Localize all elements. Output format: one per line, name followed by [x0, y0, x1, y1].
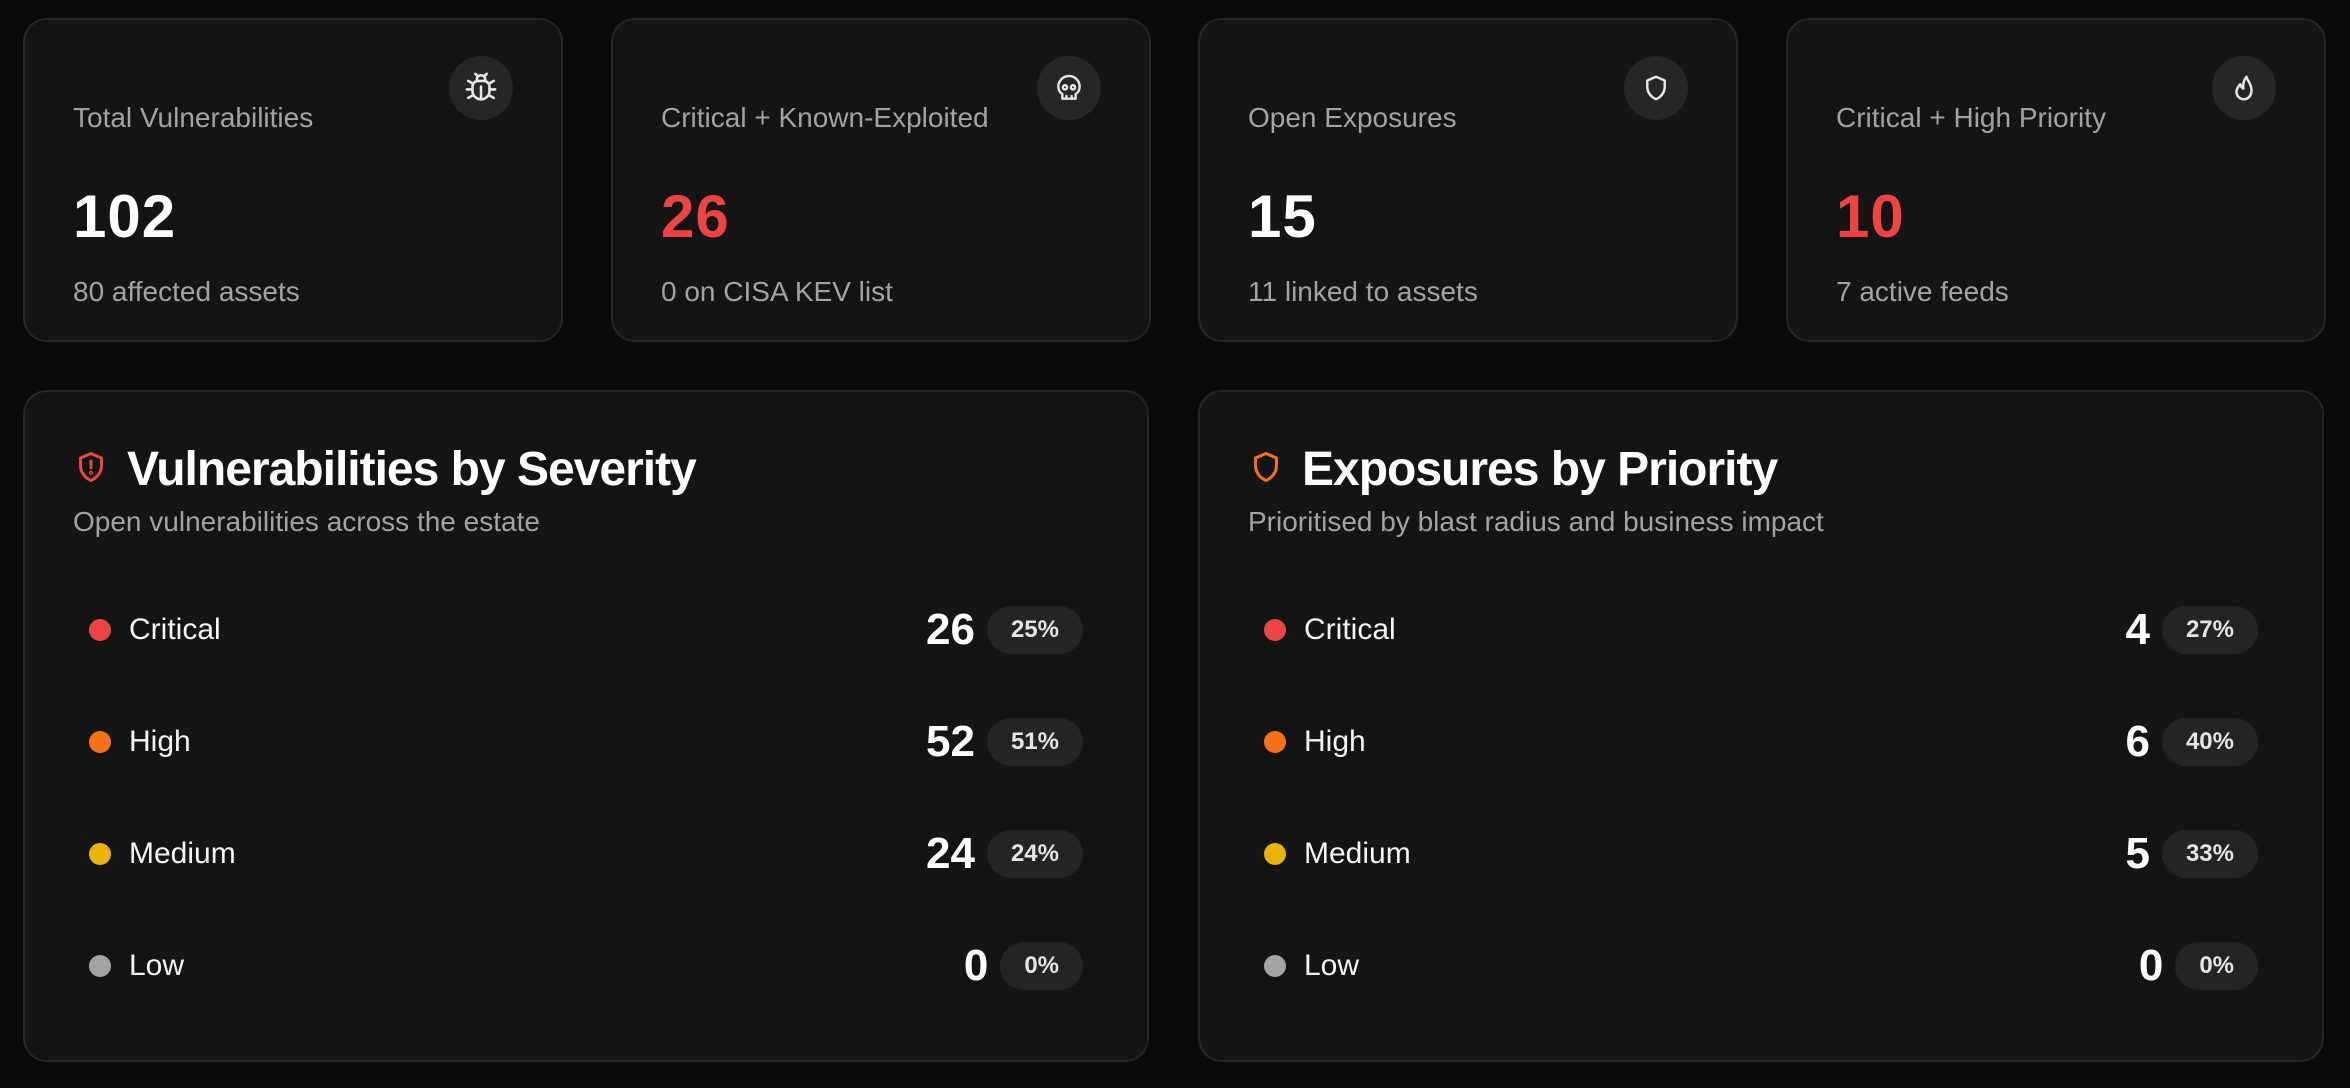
stat-subtext: 11 linked to assets — [1248, 276, 1478, 307]
severity-dot-critical — [89, 619, 111, 641]
stat-label: Critical + High Priority — [1836, 102, 2106, 133]
stat-label: Open Exposures — [1248, 102, 1457, 133]
panel-header: Vulnerabilities by Severity — [73, 442, 697, 497]
panel-subtitle: Open vulnerabilities across the estate — [73, 506, 540, 537]
priority-label: High — [1304, 725, 1366, 758]
stat-subtext: 7 active feeds — [1836, 276, 2009, 307]
severity-dot-high — [89, 731, 111, 753]
priority-row-critical[interactable]: Critical 4 27% — [1264, 574, 2258, 686]
severity-label: Low — [129, 949, 185, 982]
severity-list: Critical 26 25% High 52 51% Medium 24 — [89, 574, 1083, 1022]
priority-list: Critical 4 27% High 6 40% Medium 5 — [1264, 574, 2258, 1022]
priority-dot-medium — [1264, 843, 1286, 865]
severity-label: Critical — [129, 613, 221, 646]
priority-dot-low — [1264, 955, 1286, 977]
priority-label: Medium — [1304, 837, 1411, 870]
severity-percent-badge: 0% — [1000, 942, 1083, 990]
severity-row-critical[interactable]: Critical 26 25% — [89, 574, 1083, 686]
stat-card-total-vulnerabilities[interactable]: Total Vulnerabilities 102 80 affected as… — [23, 18, 563, 342]
priority-percent-badge: 40% — [2161, 718, 2258, 766]
priority-percent-badge: 27% — [2161, 606, 2258, 654]
severity-percent-badge: 51% — [986, 718, 1083, 766]
stat-card-open-exposures[interactable]: Open Exposures 15 11 linked to assets — [1198, 18, 1738, 342]
panel-title: Exposures by Priority — [1302, 443, 1778, 496]
panel-header: Exposures by Priority — [1248, 442, 1778, 497]
stat-subtext: 0 on CISA KEV list — [661, 276, 893, 307]
severity-row-medium[interactable]: Medium 24 24% — [89, 798, 1083, 910]
severity-label: High — [129, 725, 191, 758]
panel-subtitle: Prioritised by blast radius and business… — [1248, 506, 1824, 537]
stat-card-critical-high-priority[interactable]: Critical + High Priority 10 7 active fee… — [1786, 18, 2326, 342]
stat-value: 26 — [661, 183, 730, 250]
shield-icon — [1248, 447, 1284, 492]
severity-count: 52 — [926, 717, 975, 766]
priority-label: Critical — [1304, 613, 1396, 646]
priority-count: 0 — [2138, 941, 2164, 990]
stat-value: 102 — [73, 183, 177, 250]
priority-row-low[interactable]: Low 0 0% — [1264, 910, 2258, 1022]
shield-alert-icon — [73, 447, 109, 492]
severity-count: 26 — [926, 605, 975, 654]
skull-icon — [1037, 56, 1101, 120]
priority-dot-high — [1264, 731, 1286, 753]
stat-subtext: 80 affected assets — [73, 276, 300, 307]
stat-label: Critical + Known-Exploited — [661, 102, 989, 133]
stat-value: 15 — [1248, 183, 1317, 250]
severity-count: 0 — [963, 941, 989, 990]
priority-percent-badge: 33% — [2161, 830, 2258, 878]
priority-count: 5 — [2125, 829, 2150, 878]
priority-count: 4 — [2125, 605, 2150, 654]
severity-percent-badge: 25% — [986, 606, 1083, 654]
priority-dot-critical — [1264, 619, 1286, 641]
severity-row-high[interactable]: High 52 51% — [89, 686, 1083, 798]
severity-percent-badge: 24% — [986, 830, 1083, 878]
priority-row-high[interactable]: High 6 40% — [1264, 686, 2258, 798]
priority-count: 6 — [2125, 717, 2150, 766]
severity-panel: Vulnerabilities by Severity Open vulnera… — [23, 390, 1149, 1062]
severity-dot-medium — [89, 843, 111, 865]
priority-percent-badge: 0% — [2175, 942, 2258, 990]
bug-icon — [449, 56, 513, 120]
priority-panel: Exposures by Priority Prioritised by bla… — [1198, 390, 2324, 1062]
stat-value: 10 — [1836, 183, 1905, 250]
severity-label: Medium — [129, 837, 236, 870]
flame-icon — [2212, 56, 2276, 120]
stat-card-critical-known-exploited[interactable]: Critical + Known-Exploited 26 0 on CISA … — [611, 18, 1151, 342]
severity-row-low[interactable]: Low 0 0% — [89, 910, 1083, 1022]
severity-count: 24 — [926, 829, 975, 878]
severity-dot-low — [89, 955, 111, 977]
priority-label: Low — [1304, 949, 1360, 982]
stat-label: Total Vulnerabilities — [73, 102, 314, 133]
priority-row-medium[interactable]: Medium 5 33% — [1264, 798, 2258, 910]
shield-icon — [1624, 56, 1688, 120]
panel-title: Vulnerabilities by Severity — [127, 443, 697, 496]
